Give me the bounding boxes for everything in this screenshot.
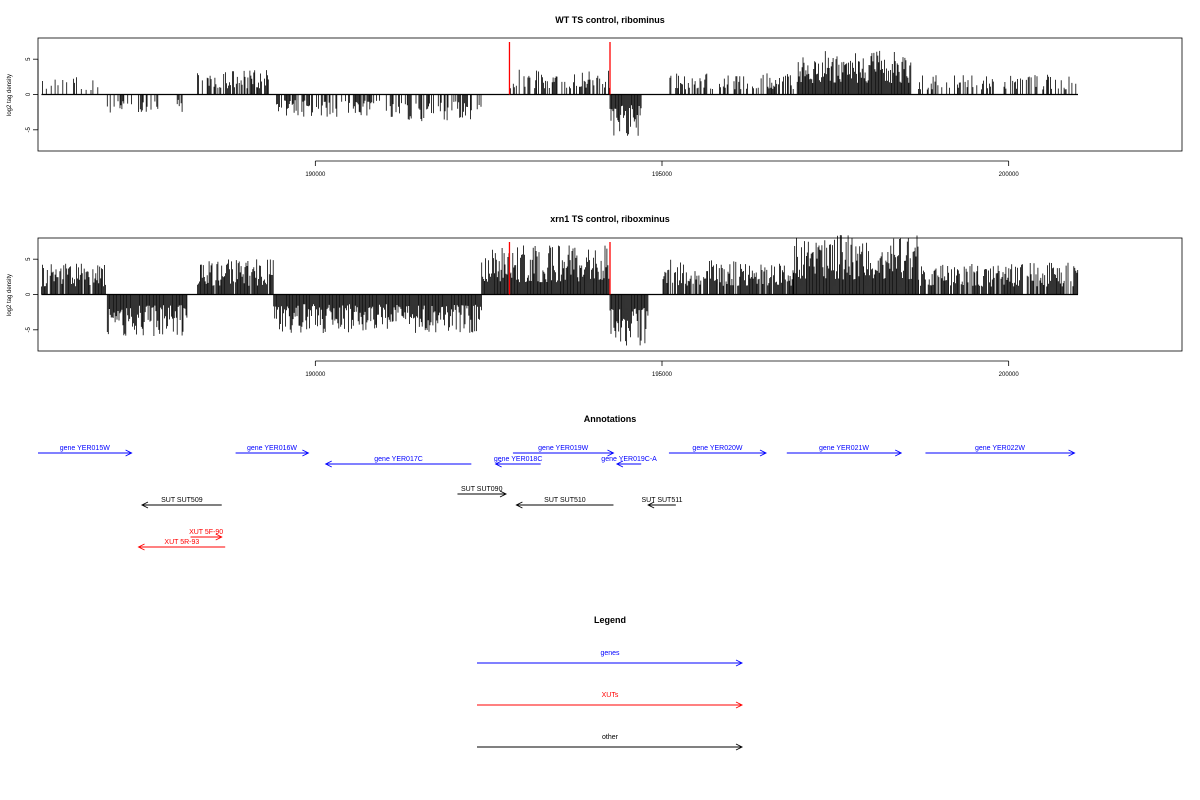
annotation-label: XUT 5F-90 bbox=[189, 529, 223, 536]
legend-label: other bbox=[602, 734, 619, 741]
xrn1-coverage-bars bbox=[41, 235, 1079, 346]
annotation-feature: SUT SUT509 bbox=[140, 497, 222, 509]
legend-items: genes XUTs other bbox=[477, 650, 744, 751]
xrn1-axes: -5 0 5 190000 195000 200000 bbox=[26, 257, 1019, 378]
arrow-head-icon bbox=[1068, 449, 1076, 457]
arrow-head-icon bbox=[302, 449, 310, 457]
annotation-label: gene YER020W bbox=[692, 445, 742, 452]
annotation-feature: XUT 5R-93 bbox=[137, 539, 226, 551]
annotation-feature: gene YER020W bbox=[668, 445, 768, 457]
annotation-label: gene YER015W bbox=[60, 445, 110, 452]
annotation-feature: gene YER019C-A bbox=[601, 456, 657, 468]
wt-panel-title: WT TS control, ribominus bbox=[555, 15, 665, 25]
y-tick-label: 0 bbox=[26, 92, 32, 96]
annotation-feature: gene YER016W bbox=[235, 445, 310, 457]
annotation-feature: gene YER017C bbox=[324, 456, 472, 468]
arrow-head-icon bbox=[125, 449, 133, 457]
coverage-bars-path bbox=[42, 50, 1077, 136]
y-tick-label: -5 bbox=[26, 126, 32, 132]
annotations-track: Annotations gene YER015W gene YER016Wgene… bbox=[38, 414, 1076, 551]
annotation-feature: gene YER019W bbox=[512, 445, 615, 457]
arrow-head-icon bbox=[515, 501, 523, 509]
legend-label: XUTs bbox=[602, 692, 619, 699]
wt-axes: -5 0 5 190000 195000 200000 bbox=[26, 57, 1019, 178]
arrow-head-icon bbox=[759, 449, 768, 457]
annotation-label: gene YER019W bbox=[538, 445, 588, 452]
annotation-feature: SUT SUT510 bbox=[515, 497, 614, 509]
annotation-label: XUT 5R-93 bbox=[164, 539, 199, 546]
y-tick-label: 5 bbox=[26, 57, 32, 61]
arrow-head-icon bbox=[735, 743, 744, 751]
x-tick-label: 200000 bbox=[999, 172, 1020, 178]
x-tick-label: 195000 bbox=[652, 172, 673, 178]
legend: Legend genes XUTs other bbox=[477, 615, 744, 751]
annotation-label: SUT SUT509 bbox=[161, 497, 203, 504]
annotation-label: gene YER016W bbox=[247, 445, 297, 452]
annotation-label: SUT SUT511 bbox=[642, 497, 683, 504]
annotation-feature: XUT 5F-90 bbox=[189, 529, 223, 541]
wt-coverage-panel: WT TS control, ribominus log2 tag densit… bbox=[7, 15, 1183, 178]
x-tick-label: 195000 bbox=[652, 372, 673, 378]
annotation-feature: SUT SUT090 bbox=[457, 486, 508, 498]
xrn1-coverage-panel: xrn1 TS control, riboxminus log2 tag den… bbox=[7, 214, 1183, 378]
legend-label: genes bbox=[600, 650, 620, 657]
annotation-label: gene YER022W bbox=[975, 445, 1025, 452]
xrn1-panel-title: xrn1 TS control, riboxminus bbox=[550, 214, 670, 224]
arrow-head-icon bbox=[215, 533, 223, 541]
annotation-feature: gene YER018C bbox=[494, 456, 543, 468]
wt-coverage-bars bbox=[41, 42, 1078, 136]
y-tick-label: 5 bbox=[26, 257, 32, 261]
annotation-feature: gene YER021W bbox=[786, 445, 903, 457]
arrow-head-icon bbox=[140, 501, 149, 509]
annotation-label: SUT SUT510 bbox=[544, 497, 586, 504]
annotation-label: SUT SUT090 bbox=[461, 486, 503, 493]
y-tick-label: 0 bbox=[26, 292, 32, 296]
arrow-head-icon bbox=[499, 490, 508, 498]
arrow-head-icon bbox=[615, 460, 624, 468]
coverage-bars-path bbox=[41, 235, 1079, 346]
arrow-head-icon bbox=[324, 460, 332, 468]
annotation-features: gene YER015W gene YER016W gene YER017C gene… bbox=[38, 445, 1076, 551]
x-tick-label: 200000 bbox=[999, 372, 1020, 378]
arrow-head-icon bbox=[735, 659, 744, 667]
x-tick-label: 190000 bbox=[305, 372, 326, 378]
legend-item-other: other bbox=[477, 734, 744, 751]
wt-y-axis-label: log2 tag density bbox=[7, 74, 13, 116]
annotations-title: Annotations bbox=[584, 414, 637, 424]
xrn1-y-axis-label: log2 tag density bbox=[7, 274, 13, 316]
arrow-head-icon bbox=[494, 460, 502, 468]
annotation-label: gene YER019C-A bbox=[601, 456, 657, 463]
y-tick-label: -5 bbox=[26, 326, 32, 332]
arrow-head-icon bbox=[137, 543, 145, 551]
annotation-feature: gene YER015W bbox=[38, 445, 133, 457]
arrow-head-icon bbox=[735, 701, 744, 709]
arrow-head-icon bbox=[647, 501, 655, 509]
annotation-label: gene YER021W bbox=[819, 445, 869, 452]
arrow-head-icon bbox=[894, 449, 903, 457]
annotation-label: gene YER017C bbox=[374, 456, 423, 463]
x-tick-label: 190000 bbox=[305, 172, 326, 178]
annotation-feature: SUT SUT511 bbox=[642, 497, 683, 509]
annotation-feature: gene YER022W bbox=[925, 445, 1076, 457]
annotation-label: gene YER018C bbox=[494, 456, 543, 463]
arrow-head-icon bbox=[607, 449, 615, 457]
legend-title: Legend bbox=[594, 615, 626, 625]
legend-item-gene: genes bbox=[477, 650, 744, 667]
legend-item-xut: XUTs bbox=[477, 692, 744, 709]
